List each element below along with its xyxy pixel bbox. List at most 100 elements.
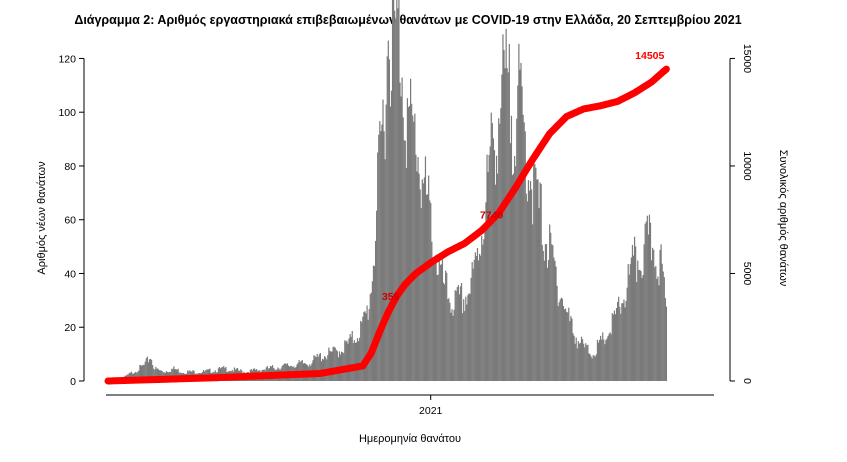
daily-death-bar [571,318,573,381]
daily-death-bar [431,241,433,381]
daily-death-bar [511,175,514,381]
daily-death-bar [576,348,578,381]
daily-death-bar [463,299,465,381]
daily-death-bar [171,368,173,381]
daily-death-bar [514,155,516,381]
daily-death-bar [381,124,383,381]
daily-death-bar [355,342,358,381]
daily-death-bar [639,269,641,381]
y-left-tick-label: 40 [64,268,76,280]
daily-death-bar [527,180,530,381]
daily-death-bar [584,347,586,381]
daily-death-bar [607,335,609,381]
daily-death-bar [655,266,657,381]
daily-death-bar [506,68,508,382]
daily-death-bar [611,313,613,381]
daily-death-bar [575,337,577,381]
daily-death-bar [350,336,352,381]
daily-death-bar [602,332,604,381]
y-right-tick-label: 0 [741,378,753,384]
daily-death-bar [447,299,449,381]
daily-death-bar [493,150,496,381]
daily-death-bar [495,155,498,381]
daily-death-bar [408,105,411,381]
daily-death-bar [629,264,631,381]
daily-death-bar [650,260,653,381]
daily-death-bar [435,254,437,381]
daily-death-bar [538,208,540,381]
daily-death-bar [610,334,612,381]
daily-death-bar [638,270,640,381]
daily-death-bar [485,202,487,381]
daily-death-bar [353,340,355,381]
daily-death-bar [598,339,601,381]
daily-death-bar [561,298,564,381]
daily-death-bar [432,264,434,381]
y-left-tick-label: 120 [58,53,76,65]
daily-death-bar [330,351,332,381]
daily-death-bar [519,69,521,381]
daily-death-bar [391,0,394,381]
daily-death-bar [663,277,665,381]
daily-death-bar [557,306,559,381]
x-tick-label: 2021 [419,405,443,417]
chart-axes: 0 20 40 60 80 100 120 0 5000 10000 15000 2021 [58,44,753,417]
daily-death-bar [596,339,599,381]
daily-death-bar [336,351,338,381]
daily-death-bar [643,244,645,381]
daily-death-bar [317,356,319,381]
daily-death-bar [488,154,490,381]
daily-death-bar [360,320,362,381]
daily-death-bar [613,310,616,381]
daily-death-bar [574,343,576,381]
daily-death-bar [423,177,426,381]
daily-death-bar [149,358,152,381]
daily-death-bar [591,358,593,381]
daily-death-bar [562,306,565,381]
daily-death-bar [157,368,159,381]
daily-death-bar [471,262,473,381]
daily-death-bar [521,86,523,381]
daily-death-bar [345,341,347,381]
daily-death-bar [510,115,513,381]
daily-death-bar [156,368,158,381]
daily-death-bar [153,368,155,381]
daily-death-bar [139,365,141,381]
y-right-tick-label: 10000 [741,151,753,180]
y-right-tick-label: 5000 [741,262,753,286]
daily-death-bar [415,154,417,381]
daily-death-bar [508,44,510,382]
daily-death-bar [549,224,551,381]
daily-death-bar [351,331,353,381]
y-left-tick-label: 80 [64,161,76,173]
daily-death-bar [450,312,452,381]
daily-death-bar [523,122,525,381]
daily-death-bar [173,366,175,381]
daily-death-bar [544,244,547,381]
daily-death-bar [301,360,303,381]
daily-death-bar [623,299,625,381]
daily-death-bar [388,59,390,381]
daily-death-bar [601,339,603,381]
daily-death-bar [619,306,621,381]
daily-death-bar [647,234,649,381]
daily-death-bar [497,173,499,381]
daily-death-bar [522,114,524,382]
daily-death-bar [453,309,455,381]
daily-death-bar [363,312,365,381]
daily-death-bar [148,359,151,381]
daily-death-bar [631,245,634,381]
daily-death-bar [140,365,142,381]
daily-death-bar [498,118,500,381]
daily-death-bar [389,106,392,381]
daily-death-bar [387,40,389,382]
cumulative-annotations: 359 7740 14505 [382,50,665,303]
daily-death-bar [548,259,550,381]
chart-title: Διάγραμμα 2: Αριθμός εργαστηριακά επιβεβ… [74,13,741,27]
daily-death-bar [144,361,146,381]
y-left-tick-label: 60 [64,215,76,227]
daily-death-bar [393,0,395,382]
daily-death-bar [569,321,571,381]
daily-death-bar [329,350,331,381]
x-axis-label: Ημερομηνία θανάτου [359,433,461,445]
